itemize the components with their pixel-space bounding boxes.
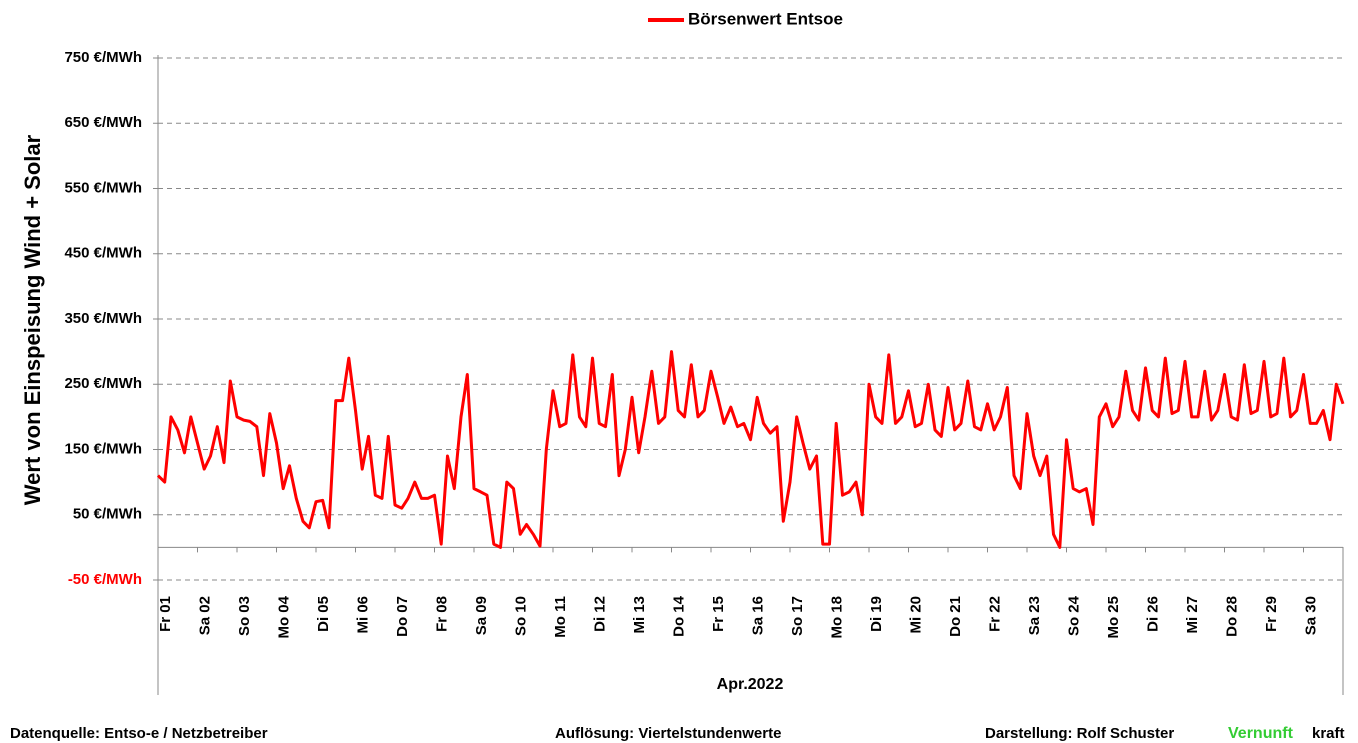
footer-resolution: Auflösung: Viertelstundenwerte xyxy=(555,725,781,742)
x-tick-label: Mi 20 xyxy=(907,596,924,634)
footer-author: Darstellung: Rolf Schuster xyxy=(985,725,1174,742)
y-tick-label: 250 €/MWh xyxy=(64,375,142,392)
brand-part-1: Vernunft xyxy=(1228,725,1294,742)
y-tick-label: 550 €/MWh xyxy=(64,179,142,196)
x-tick-label: So 17 xyxy=(789,596,806,636)
x-tick-label: Di 12 xyxy=(591,596,608,632)
x-tick-label: Fr 08 xyxy=(433,596,450,632)
x-tick-label: Di 26 xyxy=(1144,596,1161,632)
y-tick-label: 750 €/MWh xyxy=(64,49,142,66)
footer-source: Datenquelle: Entso-e / Netzbetreiber xyxy=(10,725,268,742)
x-tick-label: So 24 xyxy=(1065,595,1082,636)
y-tick-label: 450 €/MWh xyxy=(64,245,142,262)
x-tick-label: Mi 13 xyxy=(631,596,648,634)
y-tick-label: 50 €/MWh xyxy=(73,506,142,523)
x-tick-label: Fr 15 xyxy=(710,596,727,632)
x-tick-label: Sa 09 xyxy=(473,596,490,635)
x-tick-label: Sa 30 xyxy=(1302,596,1319,635)
y-tick-label: 350 €/MWh xyxy=(64,310,142,327)
brand-part-2: kraft xyxy=(1312,725,1345,742)
x-tick-label: So 03 xyxy=(236,596,253,636)
x-tick-label: Do 14 xyxy=(670,595,687,637)
x-tick-label: So 10 xyxy=(512,596,529,636)
x-tick-label: Do 28 xyxy=(1223,596,1240,637)
x-tick-label: Mi 27 xyxy=(1184,596,1201,634)
x-tick-label: Do 21 xyxy=(947,596,964,637)
x-tick-label: Di 19 xyxy=(868,596,885,632)
y-axis-title: Wert von Einspeisung Wind + Solar xyxy=(20,134,45,505)
x-tick-label: Mi 06 xyxy=(354,596,371,634)
legend-label: Börsenwert Entsoe xyxy=(688,9,843,28)
x-tick-label: Do 07 xyxy=(394,596,411,637)
y-tick-label: 150 €/MWh xyxy=(64,440,142,457)
x-tick-label: Sa 23 xyxy=(1026,596,1043,635)
x-tick-label: Mo 25 xyxy=(1105,596,1122,639)
data-line xyxy=(156,350,1345,549)
x-tick-label: Mo 11 xyxy=(552,596,569,638)
x-tick-label: Sa 02 xyxy=(196,596,213,635)
x-axis-title: Apr.2022 xyxy=(717,676,784,693)
x-tick-label: Fr 22 xyxy=(986,596,1003,632)
x-tick-label: Mo 18 xyxy=(828,596,845,639)
x-tick-label: Fr 01 xyxy=(157,596,174,632)
x-tick-label: Mo 04 xyxy=(275,595,292,638)
x-tick-label: Sa 16 xyxy=(749,596,766,635)
y-tick-label: -50 €/MWh xyxy=(68,571,142,588)
x-tick-label: Fr 29 xyxy=(1263,596,1280,632)
x-tick-label: Di 05 xyxy=(315,596,332,632)
y-tick-label: 650 €/MWh xyxy=(64,114,142,131)
